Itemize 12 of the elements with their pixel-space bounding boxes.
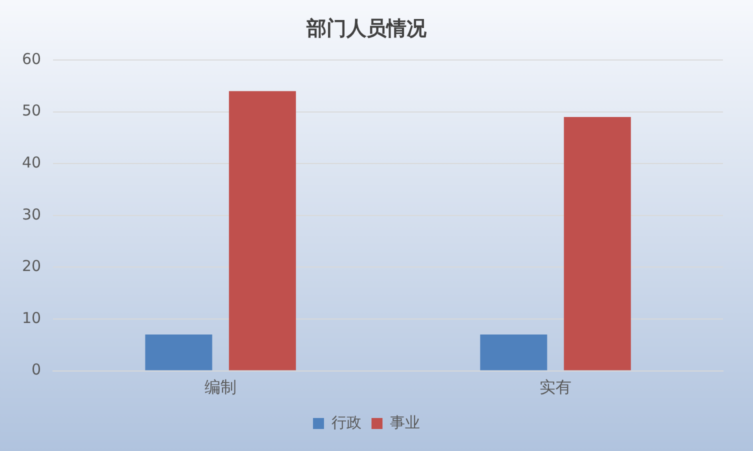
y-tick-label: 30 [22, 205, 42, 224]
y-tick-label: 0 [32, 360, 42, 379]
x-tick-label: 编制 [204, 378, 237, 397]
y-tick-label: 60 [22, 50, 42, 68]
y-tick-label: 20 [22, 257, 42, 276]
y-tick-label: 10 [22, 308, 42, 327]
legend-label: 行政 [332, 413, 362, 432]
x-tick-label: 实有 [540, 378, 572, 397]
legend-label: 事业 [390, 413, 420, 432]
chart-title: 部门人员情况 [306, 16, 428, 40]
y-tick-label: 40 [22, 153, 42, 172]
y-tick-label: 50 [22, 102, 42, 120]
